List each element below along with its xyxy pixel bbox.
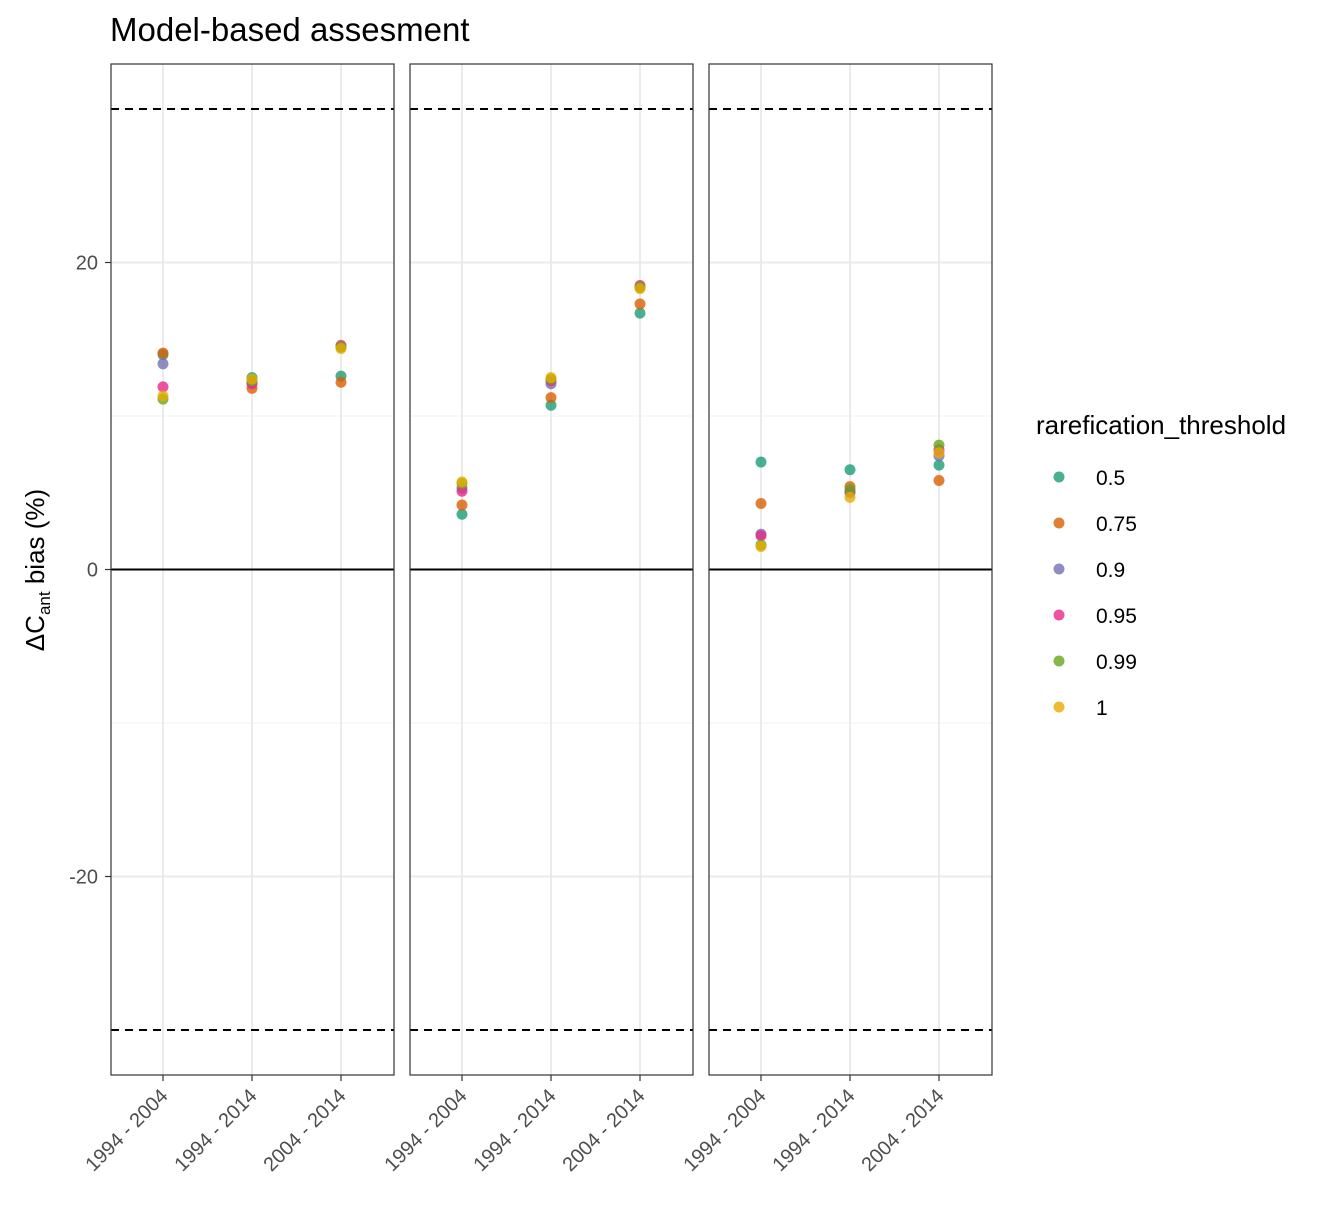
point bbox=[157, 381, 169, 393]
x-tick-label: 2004 - 2014 bbox=[558, 1085, 649, 1176]
point bbox=[456, 508, 468, 520]
y-axis-label-suffix: bias (%) bbox=[20, 489, 50, 592]
point bbox=[456, 499, 468, 511]
point bbox=[634, 298, 646, 310]
x-tick-label: 1994 - 2014 bbox=[768, 1085, 859, 1176]
point bbox=[545, 399, 557, 411]
point bbox=[844, 464, 856, 476]
point bbox=[456, 476, 468, 488]
point bbox=[456, 485, 468, 497]
y-axis: -20 0 20 bbox=[69, 253, 111, 889]
x-tick-label: 2004 - 2014 bbox=[259, 1085, 350, 1176]
legend-item: 0.5 bbox=[1053, 467, 1125, 490]
x-tick-label: 1994 - 2004 bbox=[679, 1085, 770, 1176]
legend-label: 1 bbox=[1096, 697, 1108, 720]
point bbox=[755, 497, 767, 509]
chart-title: Model-based assesment bbox=[110, 11, 470, 48]
point bbox=[933, 459, 945, 471]
legend-label: 0.99 bbox=[1096, 651, 1137, 674]
legend-swatch bbox=[1053, 609, 1065, 621]
legend-label: 0.95 bbox=[1096, 605, 1137, 628]
point bbox=[933, 447, 945, 459]
legend-label: 0.9 bbox=[1096, 559, 1125, 582]
legend-swatch bbox=[1053, 701, 1065, 713]
point bbox=[335, 342, 347, 354]
x-tick-label: 1994 - 2004 bbox=[380, 1085, 471, 1176]
legend-swatch bbox=[1053, 471, 1065, 483]
y-tick-label: 20 bbox=[76, 253, 98, 275]
point bbox=[335, 376, 347, 388]
point bbox=[755, 456, 767, 468]
y-axis-label-subscript: ant bbox=[35, 591, 54, 615]
legend-label: 0.75 bbox=[1096, 513, 1137, 536]
legend-label: 0.5 bbox=[1096, 467, 1125, 490]
legend-item: 1 bbox=[1053, 697, 1108, 720]
legend-swatch bbox=[1053, 655, 1065, 667]
point bbox=[755, 530, 767, 542]
y-tick-label: 0 bbox=[87, 560, 98, 582]
y-axis-label: ΔCant bias (%) bbox=[20, 489, 54, 651]
legend-swatch bbox=[1053, 517, 1065, 529]
point bbox=[755, 540, 767, 552]
point bbox=[933, 474, 945, 486]
point bbox=[844, 491, 856, 503]
legend-item: 0.9 bbox=[1053, 559, 1125, 582]
point bbox=[634, 283, 646, 295]
point bbox=[246, 373, 258, 385]
legend-item: 0.75 bbox=[1053, 513, 1137, 536]
x-tick-label: 1994 - 2014 bbox=[170, 1085, 261, 1176]
y-tick-label: -20 bbox=[69, 867, 98, 889]
point bbox=[157, 390, 169, 402]
x-tick-label: 1994 - 2014 bbox=[469, 1085, 560, 1176]
point bbox=[844, 484, 856, 496]
y-axis-label-prefix: ΔC bbox=[20, 615, 50, 651]
point bbox=[545, 392, 557, 404]
point bbox=[933, 439, 945, 451]
point bbox=[634, 307, 646, 319]
svg-text:ΔCant bias (%): ΔCant bias (%) bbox=[20, 489, 54, 651]
point bbox=[545, 372, 557, 384]
point bbox=[157, 358, 169, 370]
legend-item: 0.99 bbox=[1053, 651, 1137, 674]
point bbox=[157, 347, 169, 359]
legend-swatch bbox=[1053, 563, 1065, 575]
x-tick-label: 1994 - 2004 bbox=[81, 1085, 172, 1176]
legend-title: rarefication_threshold bbox=[1036, 410, 1286, 440]
x-tick-label: 2004 - 2014 bbox=[857, 1085, 948, 1176]
legend-item: 0.95 bbox=[1053, 605, 1137, 628]
legend: rarefication_threshold 0.5 0.75 0.9 0.95 0.9… bbox=[1036, 410, 1286, 720]
